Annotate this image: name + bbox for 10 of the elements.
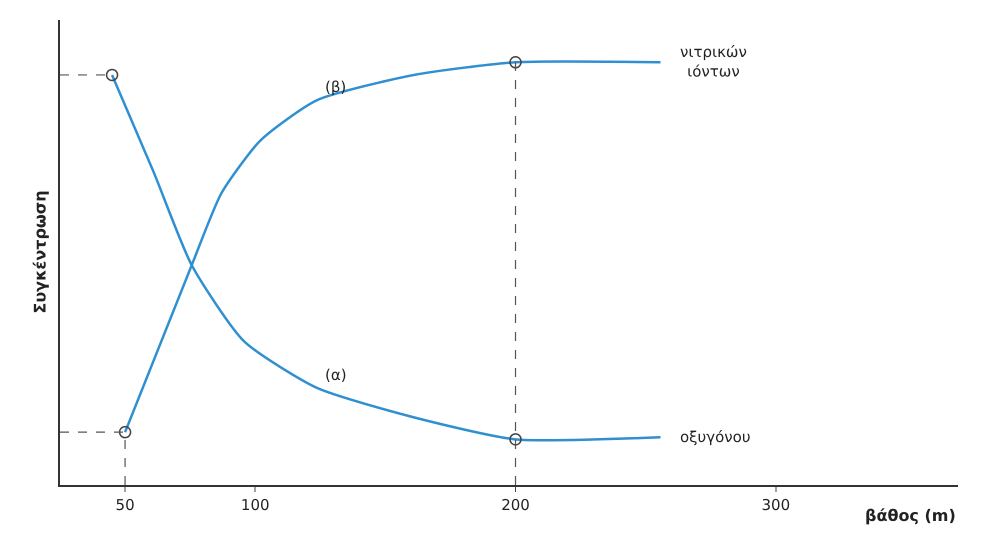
series-label: οξυγόνου [680, 428, 751, 446]
x-axis-title: βάθος (m) [865, 506, 956, 525]
y-axis-title: Συγκέντρωση [30, 190, 50, 314]
series-label: νιτρικών ιόντων [680, 43, 747, 80]
x-tick-label: 200 [501, 496, 530, 514]
x-tick-label: 100 [240, 496, 270, 514]
x-tick-label: 300 [761, 496, 790, 514]
annotation: (β) [325, 78, 346, 96]
x-tick-label: 50 [116, 496, 135, 514]
annotation: (α) [325, 366, 347, 384]
